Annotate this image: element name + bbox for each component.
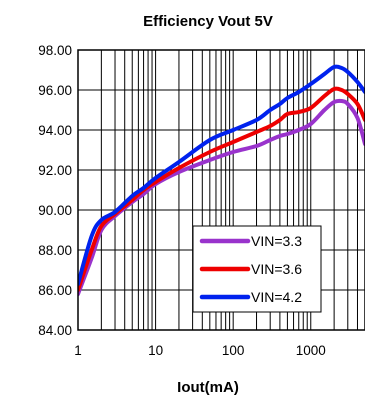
- tick-labels: 84.00 86.00 88.00 90.00 92.00 94.00 96.00 98.00…: [38, 43, 326, 358]
- y-tick-label: 84.00: [38, 323, 72, 338]
- y-tick-label: 90.00: [38, 203, 72, 218]
- x-tick-label: 1000: [296, 343, 326, 358]
- plot-frame: [77, 49, 365, 331]
- y-tick-label: 94.00: [38, 123, 72, 138]
- x-axis-label: Iout(mA): [177, 379, 239, 396]
- y-tick-label: 86.00: [38, 283, 72, 298]
- legend-label-vin-4-2: VIN=4.2: [251, 289, 302, 305]
- x-tick-label: 100: [222, 343, 245, 358]
- y-tick-label: 92.00: [38, 163, 72, 178]
- legend-label-vin-3-6: VIN=3.6: [251, 261, 302, 277]
- series-lines: [78, 64, 365, 296]
- x-tick-label: 10: [148, 343, 163, 358]
- series-line-vin-4-2: [78, 64, 365, 286]
- chart-title: Efficiency Vout 5V: [143, 13, 273, 30]
- y-tick-label: 88.00: [38, 243, 72, 258]
- series-line-vin-3-6: [78, 86, 365, 292]
- legend: VIN=3.3 VIN=3.6 VIN=4.2: [192, 225, 322, 313]
- legend-label-vin-3-3: VIN=3.3: [251, 233, 302, 249]
- y-tick-label: 98.00: [38, 43, 72, 58]
- y-tick-label: 96.00: [38, 83, 72, 98]
- x-tick-label: 1: [74, 343, 82, 358]
